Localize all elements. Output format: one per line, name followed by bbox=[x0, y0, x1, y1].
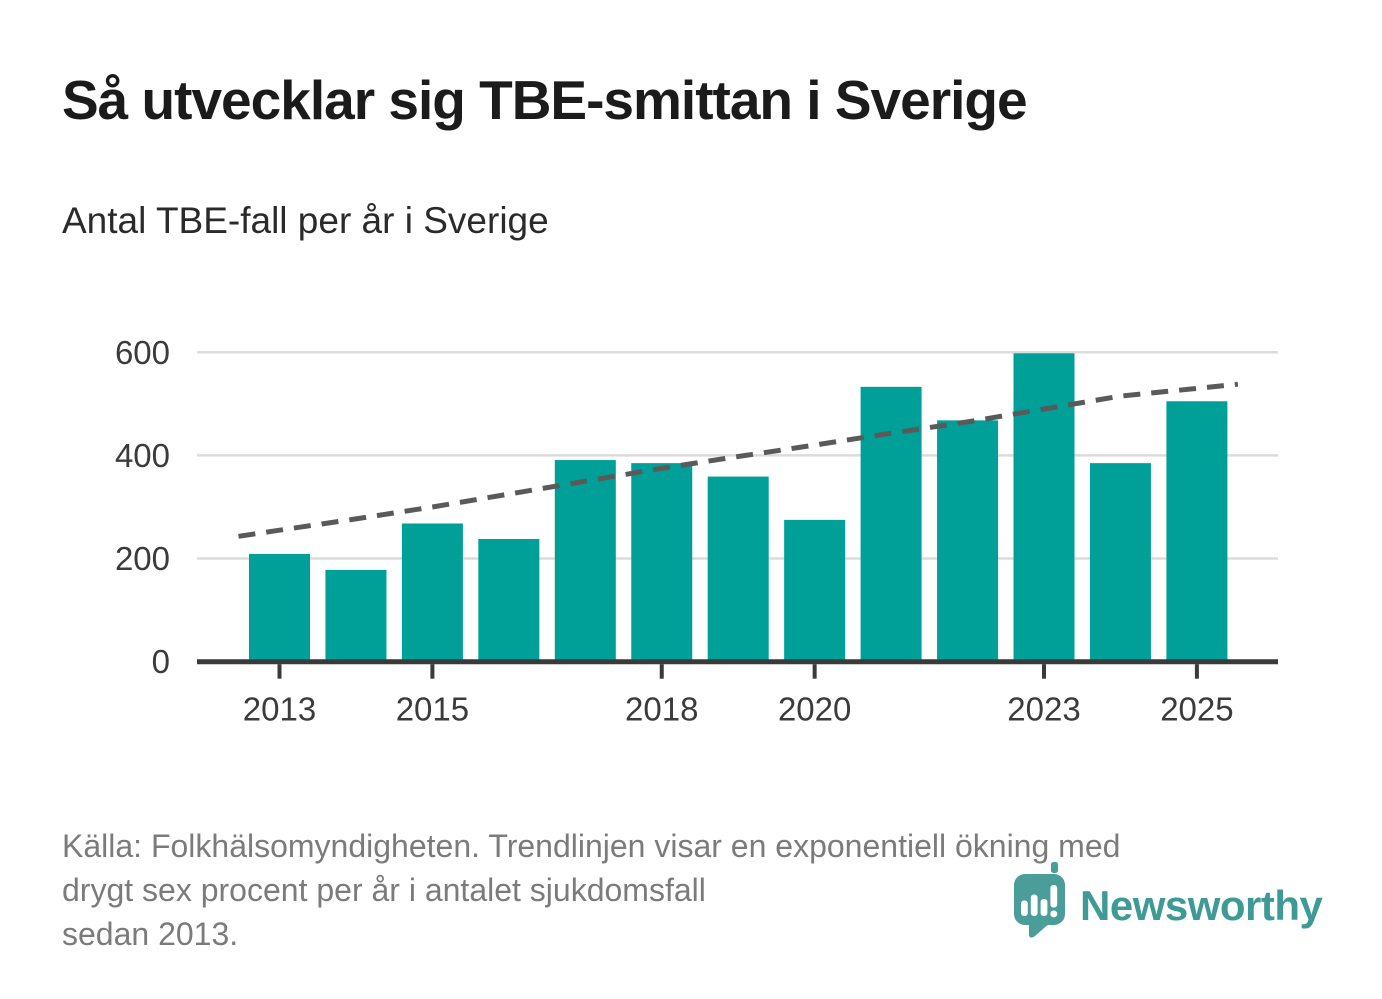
bar-2016 bbox=[478, 538, 540, 662]
x-tick-label-2015: 2015 bbox=[396, 691, 469, 728]
y-tick-label-200: 200 bbox=[115, 540, 170, 577]
y-tick-label-400: 400 bbox=[115, 437, 170, 474]
bar-2025 bbox=[1166, 401, 1228, 662]
newsworthy-logo: Newsworthy bbox=[1010, 858, 1323, 940]
x-tick-label-2023: 2023 bbox=[1007, 691, 1080, 728]
bar-2013 bbox=[249, 553, 310, 662]
source-note-line: drygt sex procent per år i antalet sjukd… bbox=[62, 872, 706, 908]
y-tick-label-600: 600 bbox=[115, 334, 170, 371]
chart-subtitle: Antal TBE-fall per år i Sverige bbox=[62, 200, 549, 241]
bar-2022 bbox=[937, 420, 999, 662]
bar-2017 bbox=[554, 460, 616, 662]
bar-2024 bbox=[1089, 463, 1151, 662]
bar-2019 bbox=[707, 476, 769, 662]
trend-line bbox=[238, 381, 1239, 539]
bar-2018 bbox=[631, 463, 693, 662]
y-tick-label-0: 0 bbox=[152, 643, 170, 680]
source-note: Källa: Folkhälsomyndigheten. Trendlinjen… bbox=[62, 824, 1312, 956]
x-tick-label-2020: 2020 bbox=[778, 691, 851, 728]
bar-2014 bbox=[325, 569, 387, 662]
tbe-bar-chart: 2013 2015 2018 2020 2023 2025 0 200 400 600 bbox=[115, 334, 1278, 728]
newsworthy-wordmark: Newsworthy bbox=[1080, 882, 1323, 929]
source-note-line: sedan 2013. bbox=[62, 916, 239, 952]
page-title: Så utvecklar sig TBE-smittan i Sverige bbox=[62, 69, 1028, 131]
bar-2015 bbox=[401, 523, 463, 662]
x-tick-label-2013: 2013 bbox=[243, 691, 316, 728]
x-tick-label-2025: 2025 bbox=[1160, 691, 1233, 728]
source-note-line: Källa: Folkhälsomyndigheten. Trendlinjen… bbox=[62, 828, 1121, 864]
bar-2020 bbox=[784, 519, 846, 662]
x-tick-label-2018: 2018 bbox=[625, 691, 698, 728]
newsworthy-speech-bubble-icon bbox=[1014, 862, 1065, 938]
bar-2023 bbox=[1013, 353, 1075, 662]
